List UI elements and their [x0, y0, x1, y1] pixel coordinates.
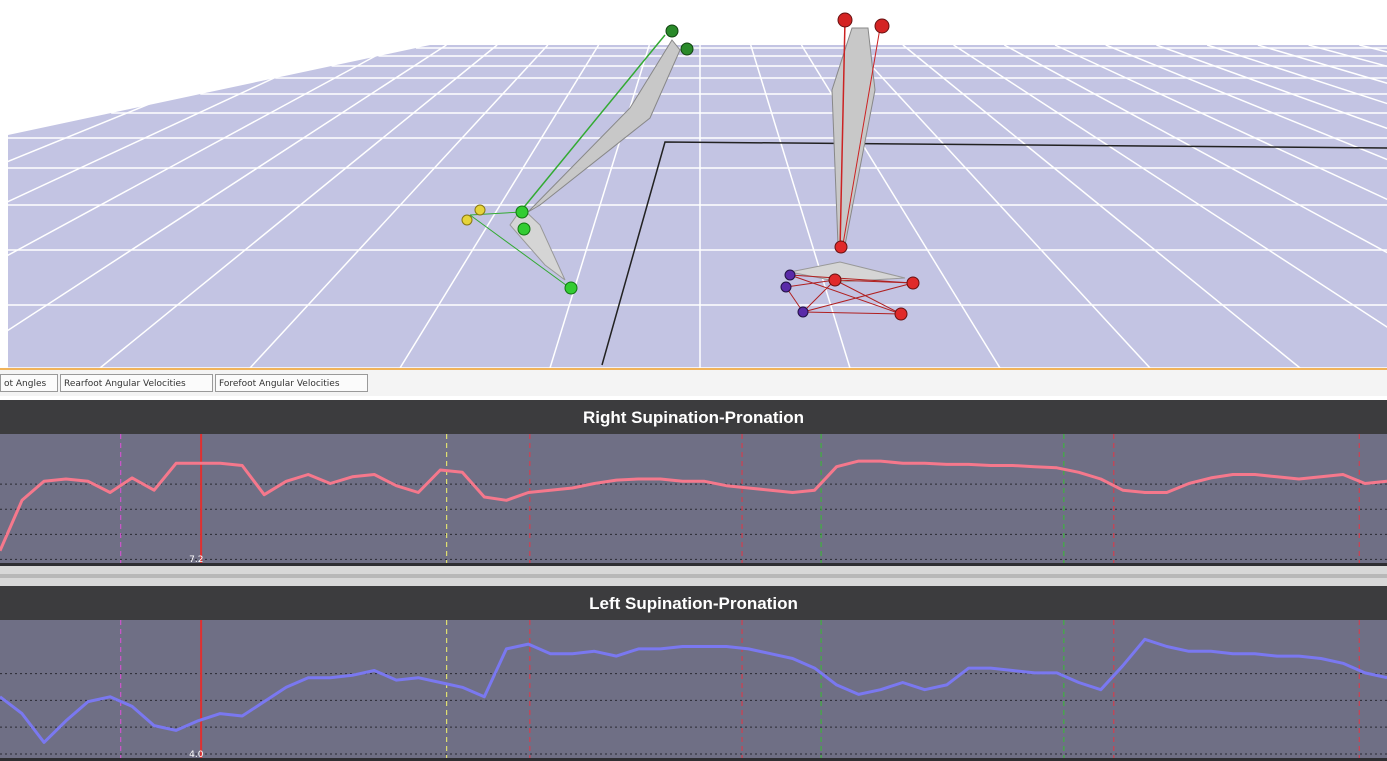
left-supination-pronation-graph[interactable]: 4.0: [0, 620, 1387, 761]
graph-plot-area: [0, 620, 1387, 761]
marker-left-ankle[interactable]: [515, 205, 529, 219]
right-leg-axis: [839, 19, 846, 251]
marker-right-calcaneus[interactable]: [784, 269, 796, 281]
marker-right-heel[interactable]: [828, 273, 842, 287]
graph-tab-bar: ot Angles Rearfoot Angular Velocities Fo…: [0, 368, 1387, 396]
marker-left-heel[interactable]: [517, 222, 531, 236]
series-line: [0, 637, 1387, 744]
graph-bottom-edge: [0, 563, 1387, 566]
marker-right-knee[interactable]: [837, 12, 853, 28]
marker-right-metatarsal[interactable]: [894, 307, 908, 321]
left-foot-link: [469, 214, 571, 289]
graph-plot-area: [0, 434, 1387, 566]
force-plate-outline: [601, 141, 1387, 366]
marker-left-knee[interactable]: [665, 24, 679, 38]
graph-title: Right Supination-Pronation: [0, 400, 1387, 434]
marker-right-navicular[interactable]: [797, 306, 809, 318]
tab-rearfoot-angular-velocities[interactable]: Rearfoot Angular Velocities: [60, 374, 213, 392]
floor-grid: [0, 44, 1387, 368]
right-leg-model[interactable]: [780, 12, 920, 321]
panel-separator: [0, 566, 1387, 586]
graph-title: Left Supination-Pronation: [0, 586, 1387, 620]
right-leg-axis-2: [841, 27, 881, 251]
right-supination-pronation-graph[interactable]: 7.2: [0, 434, 1387, 566]
series-line: [0, 459, 1387, 552]
cursor-value-label: 7.2: [189, 555, 203, 565]
marker-left-calcaneus-2[interactable]: [461, 214, 473, 226]
marker-right-calcaneus-2[interactable]: [780, 281, 792, 293]
tab-foot-angles[interactable]: ot Angles: [0, 374, 58, 392]
graph-bottom-edge: [0, 758, 1387, 761]
marker-right-toe[interactable]: [906, 276, 920, 290]
tab-forefoot-angular-velocities[interactable]: Forefoot Angular Velocities: [215, 374, 368, 392]
marker-right-knee-lateral[interactable]: [874, 18, 890, 34]
left-leg-axis: [519, 34, 666, 213]
marker-left-knee-lateral[interactable]: [680, 42, 694, 56]
marker-left-toe[interactable]: [564, 281, 578, 295]
floor-plane: [8, 45, 1387, 368]
left-supination-pronation-panel: Left Supination-Pronation 4.0: [0, 586, 1387, 761]
marker-right-ankle[interactable]: [834, 240, 848, 254]
left-shank-segment: [527, 39, 681, 213]
cursor-value-label: 4.0: [189, 750, 204, 760]
marker-left-calcaneus[interactable]: [474, 204, 486, 216]
left-leg-model[interactable]: [461, 24, 694, 295]
right-supination-pronation-panel: Right Supination-Pronation 7.2: [0, 400, 1387, 566]
3d-viewport[interactable]: [0, 0, 1387, 368]
